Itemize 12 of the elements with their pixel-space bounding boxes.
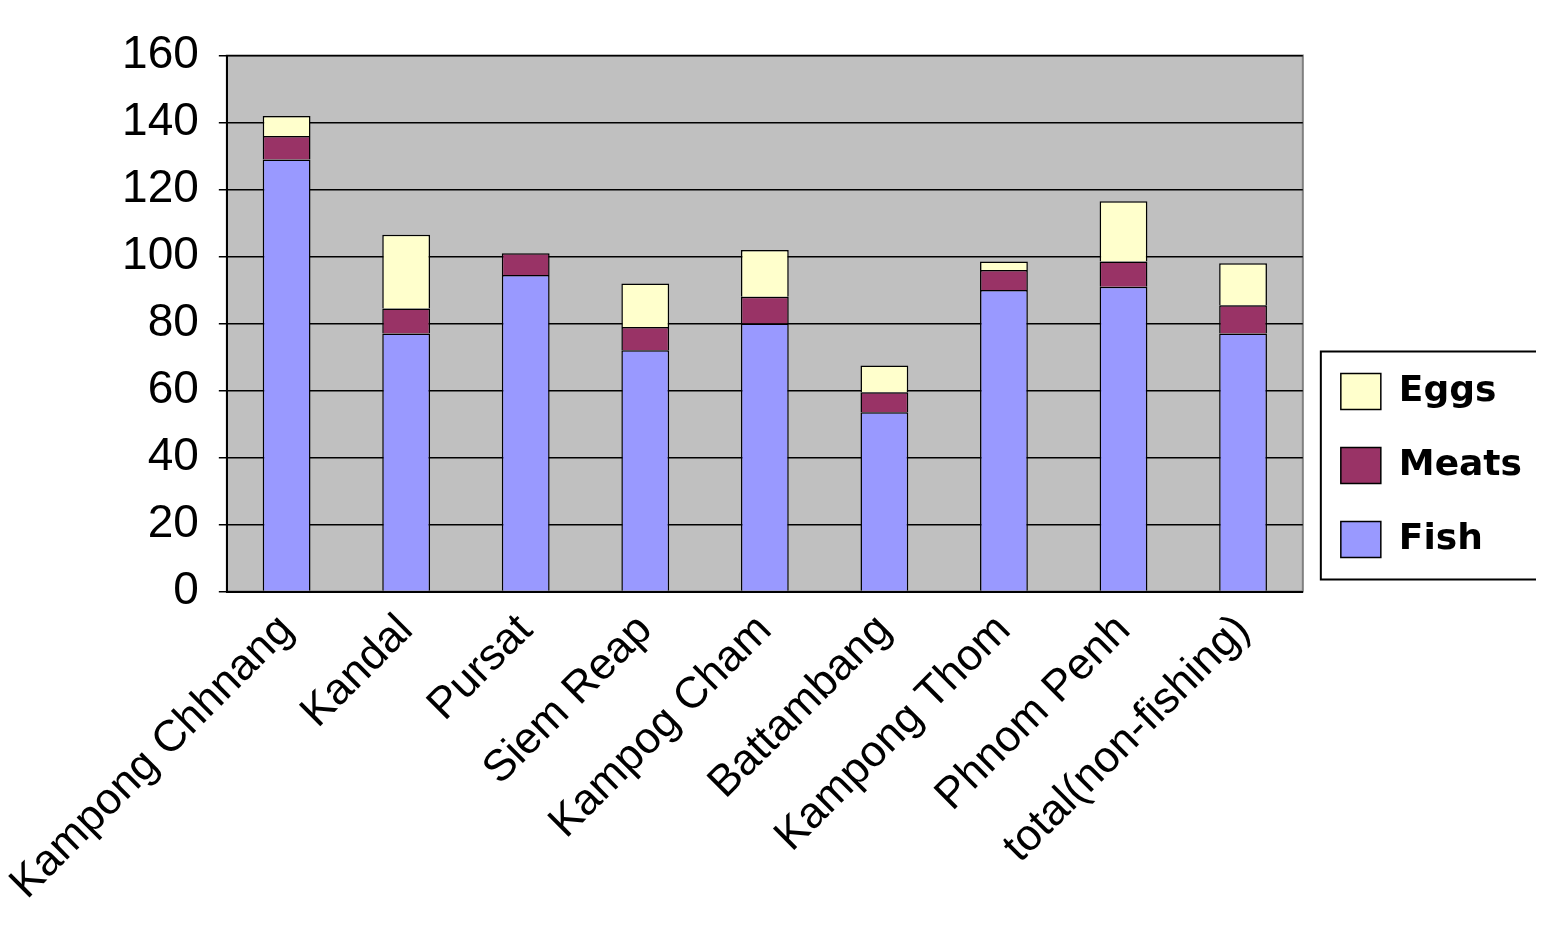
y-tick-label: 140 [122, 93, 199, 146]
legend-label: Eggs [1398, 367, 1497, 409]
legend-label: Fish [1398, 515, 1483, 557]
y-tick-label: 40 [147, 428, 199, 481]
y-tick-label: 100 [122, 227, 199, 280]
y-tick-label: 80 [147, 294, 199, 347]
y-tick-label: 60 [147, 361, 199, 414]
y-tick-label: 20 [147, 495, 199, 548]
y-tick-label: 120 [122, 160, 199, 213]
y-tick-label: 160 [122, 26, 199, 79]
y-tick-label: 0 [173, 562, 199, 615]
legend-label: Meats [1398, 441, 1522, 483]
